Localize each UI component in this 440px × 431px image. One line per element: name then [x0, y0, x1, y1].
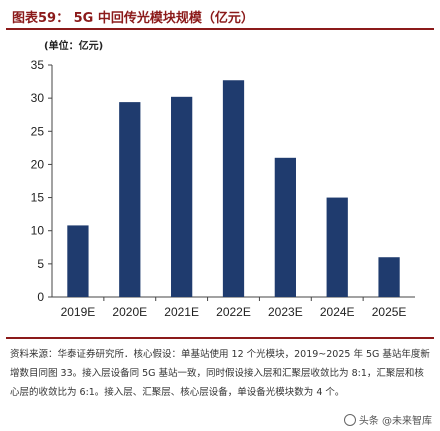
watermark-text: 头条 @未来智库 — [358, 416, 432, 427]
x-tick-label: 2024E — [320, 305, 355, 319]
y-tick-label: 10 — [31, 224, 45, 238]
x-tick-label: 2025E — [372, 305, 407, 319]
x-tick-label: 2021E — [164, 305, 199, 319]
y-tick-label: 35 — [31, 58, 45, 72]
y-tick-label: 20 — [31, 157, 45, 171]
watermark-logo-icon — [343, 413, 356, 426]
y-tick-label: 30 — [31, 91, 45, 105]
bar-2019E — [67, 225, 89, 297]
x-tick-label: 2019E — [61, 305, 96, 319]
bar-2023E — [274, 157, 296, 297]
x-tick-label: 2020E — [112, 305, 147, 319]
y-tick-label: 25 — [31, 124, 45, 138]
source-note: 资料来源：华泰证券研究所．核心假设：单基站使用 12 个光模块，2019~202… — [6, 337, 434, 402]
y-tick-label: 15 — [31, 191, 45, 205]
source-text: 资料来源：华泰证券研究所．核心假设：单基站使用 12 个光模块，2019~202… — [10, 349, 430, 398]
title-bar: 图表59： 5G 中回传光模块规模（亿元） — [6, 6, 434, 30]
bar-2024E — [326, 197, 348, 297]
bar-2022E — [222, 80, 245, 297]
bar-2020E — [119, 102, 141, 298]
watermark: 头条 @未来智库 — [343, 412, 432, 427]
bar-2021E — [171, 96, 193, 298]
y-tick-label: 0 — [37, 290, 44, 304]
chart-title: 图表59： 5G 中回传光模块规模（亿元） — [12, 11, 254, 26]
y-tick-label: 5 — [37, 257, 44, 271]
bar-2025E — [378, 257, 400, 297]
unit-label: (单位：亿元) — [44, 41, 104, 52]
x-tick-label: 2022E — [216, 305, 251, 319]
x-tick-label: 2023E — [268, 305, 303, 319]
